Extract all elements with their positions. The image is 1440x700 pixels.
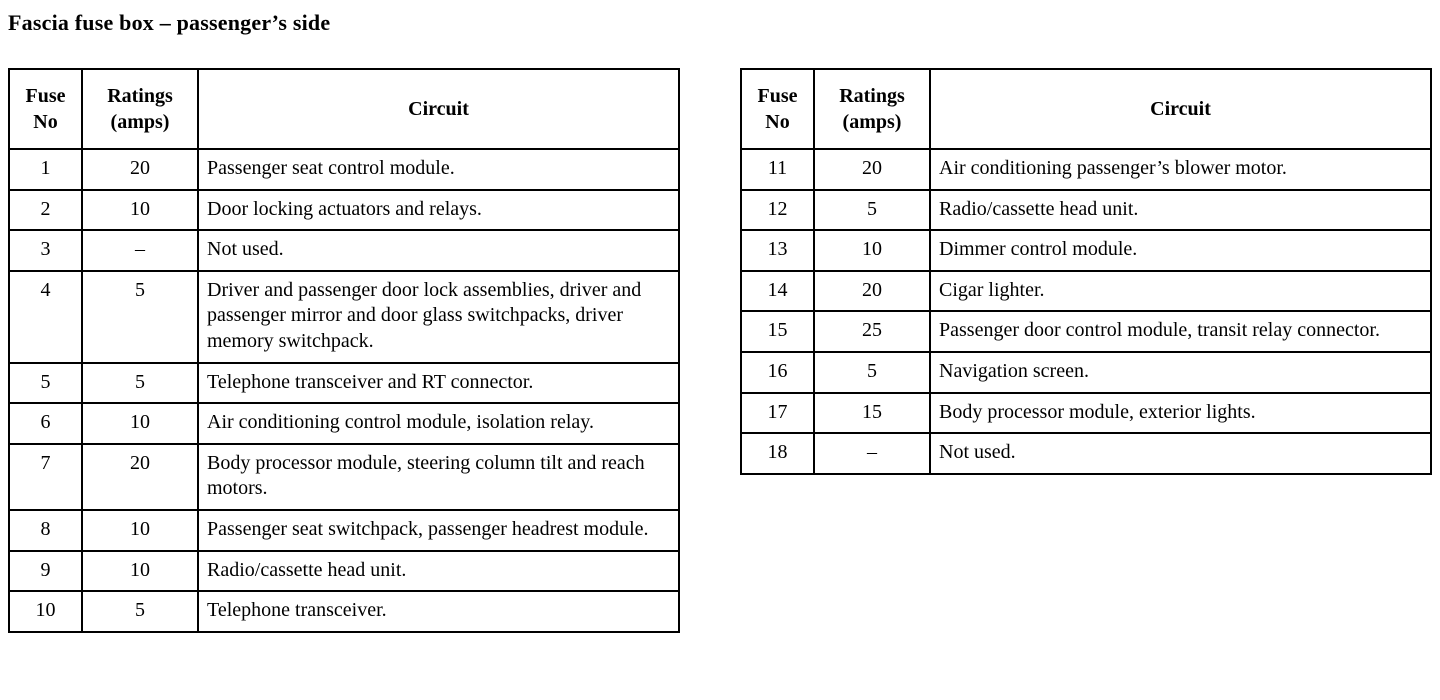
rating-cell: 5 xyxy=(81,269,199,364)
rating-cell: 10 xyxy=(81,402,199,445)
circuit-cell: Radio/cassette head unit. xyxy=(929,188,1432,232)
fuse-no-cell: 5 xyxy=(8,361,83,405)
rating-cell: – xyxy=(81,229,199,272)
fuse-no-cell: 1 xyxy=(8,148,83,191)
table-row: 3 – Not used. xyxy=(8,229,680,272)
rating-cell: 10 xyxy=(81,508,199,552)
fuse-no-cell: 3 xyxy=(8,229,83,272)
fuse-no-cell: 10 xyxy=(8,590,83,633)
fuse-no-cell: 13 xyxy=(740,229,815,272)
table-row: 16 5 Navigation screen. xyxy=(740,350,1432,394)
circuit-cell: Cigar lighter. xyxy=(929,269,1432,313)
rating-cell: 20 xyxy=(813,269,931,313)
table-row: 9 10 Radio/cassette head unit. xyxy=(8,549,680,593)
table-row: 5 5 Telephone transceiver and RT connect… xyxy=(8,361,680,405)
circuit-cell: Passenger door control module, transit r… xyxy=(929,310,1432,353)
fuse-tables-container: Fuse No Ratings (amps) Circuit 1 20 Pass… xyxy=(8,68,1432,633)
fuse-no-cell: 15 xyxy=(740,310,815,353)
circuit-cell: Telephone transceiver. xyxy=(197,590,680,633)
fuse-table-right: Fuse No Ratings (amps) Circuit 11 20 Air… xyxy=(740,68,1432,475)
fuse-no-cell: 2 xyxy=(8,188,83,232)
fuse-no-cell: 14 xyxy=(740,269,815,313)
header-circuit: Circuit xyxy=(929,68,1432,150)
table-row: 4 5 Driver and passenger door lock assem… xyxy=(8,269,680,364)
rating-cell: 20 xyxy=(81,148,199,191)
table-row: 2 10 Door locking actuators and relays. xyxy=(8,188,680,232)
header-ratings: Ratings (amps) xyxy=(813,68,931,150)
fuse-no-cell: 6 xyxy=(8,402,83,445)
header-ratings: Ratings (amps) xyxy=(81,68,199,150)
circuit-cell: Body processor module, steering column t… xyxy=(197,442,680,511)
rating-cell: 5 xyxy=(813,188,931,232)
fuse-no-cell: 17 xyxy=(740,391,815,435)
fuse-no-cell: 4 xyxy=(8,269,83,364)
fuse-no-cell: 8 xyxy=(8,508,83,552)
table-row: 8 10 Passenger seat switchpack, passenge… xyxy=(8,508,680,552)
rating-cell: 10 xyxy=(81,549,199,593)
header-circuit: Circuit xyxy=(197,68,680,150)
rating-cell: 5 xyxy=(81,590,199,633)
rating-cell: 5 xyxy=(813,350,931,394)
fuse-no-cell: 12 xyxy=(740,188,815,232)
circuit-cell: Body processor module, exterior lights. xyxy=(929,391,1432,435)
table-row: 11 20 Air conditioning passenger’s blowe… xyxy=(740,148,1432,191)
circuit-cell: Telephone transceiver and RT connector. xyxy=(197,361,680,405)
circuit-cell: Dimmer control module. xyxy=(929,229,1432,272)
rating-cell: 20 xyxy=(81,442,199,511)
circuit-cell: Navigation screen. xyxy=(929,350,1432,394)
page-title: Fascia fuse box – passenger’s side xyxy=(8,10,331,35)
circuit-cell: Not used. xyxy=(197,229,680,272)
fuse-no-cell: 18 xyxy=(740,432,815,475)
rating-cell: 20 xyxy=(813,148,931,191)
table-row: 12 5 Radio/cassette head unit. xyxy=(740,188,1432,232)
table-row: 13 10 Dimmer control module. xyxy=(740,229,1432,272)
rating-cell: 10 xyxy=(813,229,931,272)
circuit-cell: Radio/cassette head unit. xyxy=(197,549,680,593)
fuse-table-left: Fuse No Ratings (amps) Circuit 1 20 Pass… xyxy=(8,68,680,633)
circuit-cell: Passenger seat switchpack, passenger hea… xyxy=(197,508,680,552)
rating-cell: 15 xyxy=(813,391,931,435)
fuse-no-cell: 11 xyxy=(740,148,815,191)
table-row: 6 10 Air conditioning control module, is… xyxy=(8,402,680,445)
table-row: 10 5 Telephone transceiver. xyxy=(8,590,680,633)
rating-cell: 25 xyxy=(813,310,931,353)
fuse-no-cell: 7 xyxy=(8,442,83,511)
header-fuse-no: Fuse No xyxy=(8,68,83,150)
circuit-cell: Air conditioning passenger’s blower moto… xyxy=(929,148,1432,191)
rating-cell: 10 xyxy=(81,188,199,232)
header-row: Fuse No Ratings (amps) Circuit xyxy=(8,68,680,150)
circuit-cell: Driver and passenger door lock assemblie… xyxy=(197,269,680,364)
table-row: 7 20 Body processor module, steering col… xyxy=(8,442,680,511)
table-row: 15 25 Passenger door control module, tra… xyxy=(740,310,1432,353)
rating-cell: 5 xyxy=(81,361,199,405)
header-fuse-no: Fuse No xyxy=(740,68,815,150)
circuit-cell: Not used. xyxy=(929,432,1432,475)
table-row: 18 – Not used. xyxy=(740,432,1432,475)
header-row: Fuse No Ratings (amps) Circuit xyxy=(740,68,1432,150)
table-row: 14 20 Cigar lighter. xyxy=(740,269,1432,313)
rating-cell: – xyxy=(813,432,931,475)
circuit-cell: Passenger seat control module. xyxy=(197,148,680,191)
fuse-no-cell: 16 xyxy=(740,350,815,394)
table-row: 17 15 Body processor module, exterior li… xyxy=(740,391,1432,435)
circuit-cell: Air conditioning control module, isolati… xyxy=(197,402,680,445)
table-row: 1 20 Passenger seat control module. xyxy=(8,148,680,191)
fuse-no-cell: 9 xyxy=(8,549,83,593)
circuit-cell: Door locking actuators and relays. xyxy=(197,188,680,232)
